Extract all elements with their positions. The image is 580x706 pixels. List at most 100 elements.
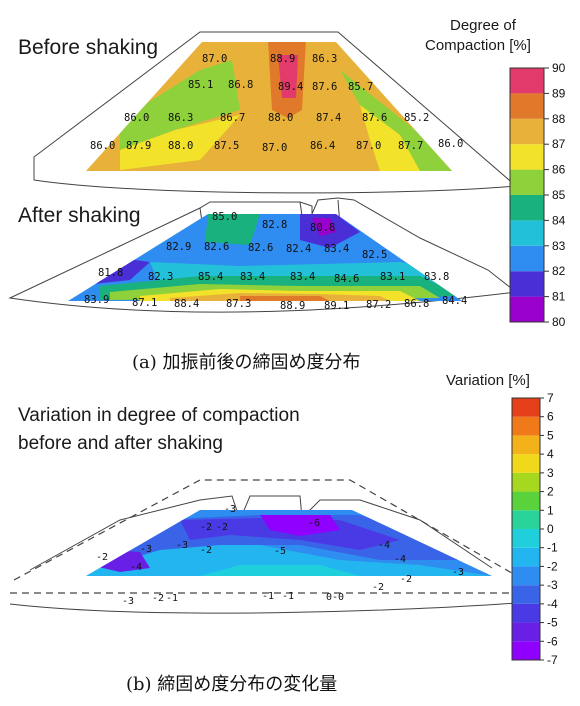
colorbar-b-tick-label: 5: [547, 428, 554, 442]
variation-contour-labels: -3 -2 -2 -3 -6 -4 -5 -4 -3 -2 -4 -3 -1 -…: [96, 504, 464, 607]
colorbar-b-swatch: [512, 435, 540, 455]
before-value: 89.4: [278, 81, 303, 93]
before-value: 88.0: [268, 112, 293, 124]
after-value: 85.4: [198, 271, 223, 283]
colorbar-b-swatch: [512, 398, 540, 417]
contour-label: -1: [282, 591, 294, 602]
after-value: 86.8: [404, 298, 429, 310]
contour-label: -2: [200, 522, 212, 533]
colorbar-b-swatch: [512, 585, 540, 604]
variation-panel: Variation in degree of compaction before…: [9, 405, 531, 614]
contour-label: -2: [152, 593, 164, 604]
colorbar-b-tick-label: -1: [547, 541, 558, 555]
after-values: 85.0 82.8 80.8 82.9 82.6 82.6 82.4 83.4 …: [84, 211, 467, 312]
after-value: 82.9: [166, 241, 191, 253]
colorbar-b-tick-label: 6: [547, 410, 554, 424]
colorbar-a-tick-label: 81: [552, 290, 566, 304]
colorbar-a-tick-label: 86: [552, 163, 566, 177]
before-value: 85.1: [188, 79, 213, 91]
variation-before-outline: [13, 479, 525, 581]
after-value: 84.4: [442, 295, 467, 307]
contour-label: -2: [400, 574, 412, 585]
colorbar-a-ticks: 80 81 82 83 84 85 86 87 88 89 90: [544, 61, 566, 329]
before-value: 88.9: [270, 53, 295, 65]
after-embankment-outline: [8, 197, 518, 313]
colorbar-b-swatch: [512, 641, 540, 660]
colorbar-a-swatch: [510, 220, 544, 246]
contour-label: -3: [452, 567, 464, 578]
before-value: 86.0: [124, 112, 149, 124]
colorbar-a-tick-label: 88: [552, 112, 566, 126]
before-value: 87.0: [202, 53, 227, 65]
variation-colorbar: Variation [%] 7 6 5 4 3 2 1 0 -1 -2 -3 -4 -5 -6 -7: [446, 372, 558, 667]
legend-title-line1: Degree of: [450, 17, 517, 34]
contour-label: -4: [130, 562, 142, 573]
after-value: 82.3: [148, 271, 173, 283]
colorbar-a-swatch: [510, 271, 544, 297]
colorbar-b-tick-label: 3: [547, 466, 554, 480]
after-value: 89.1: [324, 300, 349, 312]
contour-label: -4: [394, 554, 406, 565]
compaction-colorbar: Degree of Compaction [%] 808182838485868…: [425, 17, 566, 329]
contour-label: -4: [378, 540, 390, 551]
before-value: 88.0: [168, 140, 193, 152]
colorbar-b-tick-label: 0: [547, 522, 554, 536]
after-value: 82.4: [286, 243, 311, 255]
after-shaking-title: After shaking: [18, 204, 141, 227]
contour-label: -3: [140, 544, 152, 555]
before-value: 86.0: [90, 140, 115, 152]
variation-legend-title: Variation [%]: [446, 372, 530, 389]
colorbar-a-tick-label: 82: [552, 264, 566, 278]
contour-label: -2: [96, 552, 108, 563]
colorbar-a-swatch: [510, 195, 544, 221]
colorbar-b-tick-label: -6: [547, 634, 558, 648]
colorbar-b-tick-label: 1: [547, 503, 554, 517]
colorbar-b-swatch: [512, 603, 540, 623]
before-shaking-title: Before shaking: [18, 36, 158, 59]
contour-label: -1: [262, 591, 274, 602]
colorbar-b-tick-label: 2: [547, 485, 554, 499]
legend-title-line2: Compaction [%]: [425, 37, 531, 54]
before-value: 85.2: [404, 112, 429, 124]
colorbar-a-tick-label: 80: [552, 315, 566, 329]
before-shaking-panel: Before shaking 87.0 88.9 86.3 85.1 86.8 …: [18, 31, 518, 194]
colorbar-b-swatch: [512, 491, 540, 511]
after-value: 82.5: [362, 249, 387, 261]
after-value: 83.1: [380, 271, 405, 283]
colorbar-a-swatch: [510, 296, 544, 322]
colorbar-b-swatch: [512, 547, 540, 567]
colorbar-b-tick-label: -5: [547, 616, 558, 630]
before-value: 87.5: [214, 140, 239, 152]
before-value: 86.0: [438, 138, 463, 150]
before-value: 87.9: [126, 140, 151, 152]
after-value: 87.2: [366, 299, 391, 311]
contour-label: -1: [166, 593, 178, 604]
before-value: 86.4: [310, 140, 335, 152]
before-value: 85.7: [348, 81, 373, 93]
after-value: 85.0: [212, 211, 237, 223]
variation-title-line2: before and after shaking: [18, 433, 223, 454]
colorbar-b-swatch: [512, 416, 540, 436]
after-value: 83.4: [290, 271, 315, 283]
contour-label: -3: [122, 596, 134, 607]
after-value: 80.8: [310, 222, 335, 234]
colorbar-b-tick-label: -2: [547, 559, 558, 573]
colorbar-b-ticks: 7 6 5 4 3 2 1 0 -1 -2 -3 -4 -5 -6 -7: [540, 391, 558, 667]
colorbar-b-swatch: [512, 566, 540, 586]
after-value: 88.9: [280, 300, 305, 312]
contour-label: -3: [176, 540, 188, 551]
colorbar-a-tick-label: 83: [552, 239, 566, 253]
before-value: 87.6: [312, 81, 337, 93]
contour-label: -6: [308, 518, 320, 529]
colorbar-a-tick-label: 85: [552, 188, 566, 202]
colorbar-a-swatches: [509, 67, 545, 323]
after-value: 81.8: [98, 267, 123, 279]
colorbar-b-tick-label: 7: [547, 391, 554, 405]
before-value: 87.4: [316, 112, 341, 124]
before-value: 86.3: [168, 112, 193, 124]
before-value: 87.0: [262, 142, 287, 154]
colorbar-a-swatch: [510, 169, 544, 195]
after-value: 88.4: [174, 298, 199, 310]
before-value: 87.7: [398, 140, 423, 152]
